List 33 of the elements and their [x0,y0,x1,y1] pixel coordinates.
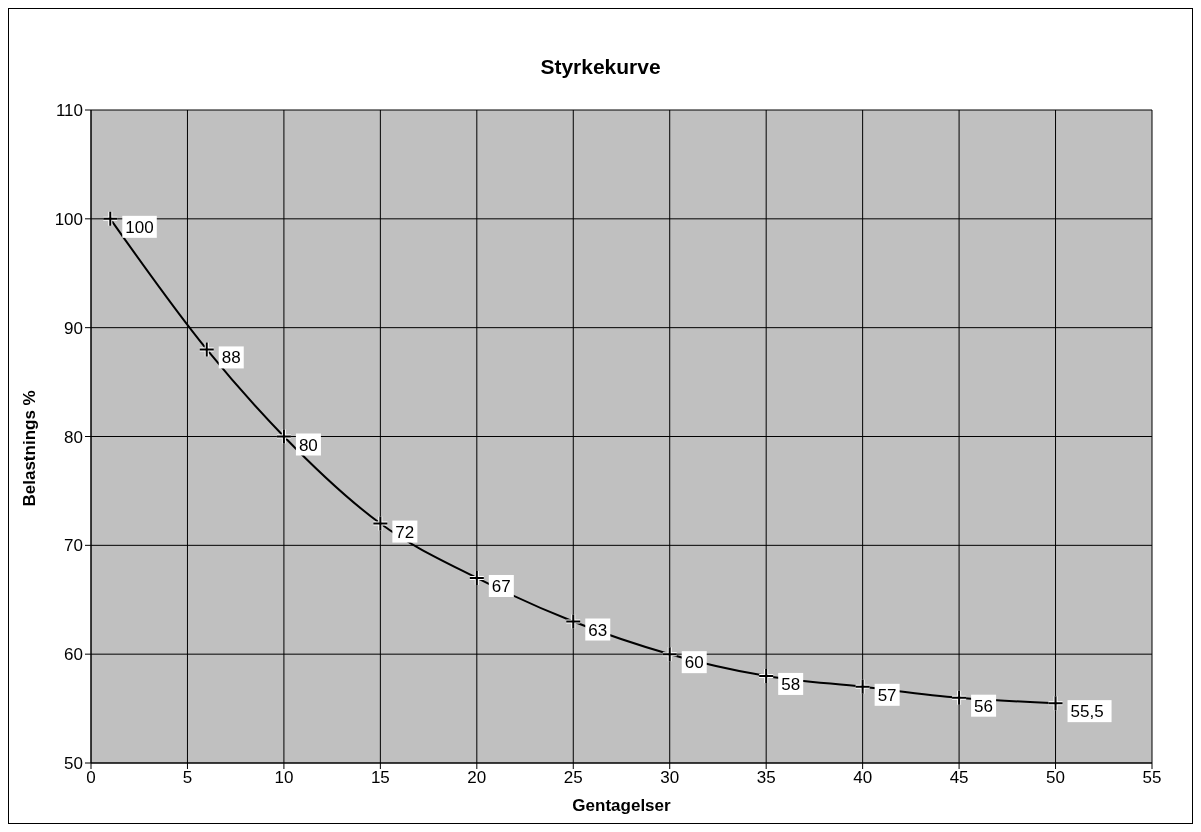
data-label: 58 [781,674,801,694]
y-tick-label: 70 [64,536,83,556]
x-tick-label: 55 [1142,768,1162,788]
x-tick-label: 45 [949,768,969,788]
y-tick-label: 110 [55,101,83,121]
y-tick-label: 50 [64,754,83,774]
x-tick-label: 5 [182,768,193,788]
x-tick-label: 50 [1046,768,1066,788]
x-tick-label: 10 [274,768,294,788]
data-label: 56 [974,696,994,716]
data-label: 63 [588,620,608,640]
y-tick-label: 80 [64,427,83,447]
x-tick-label: 15 [370,768,390,788]
x-tick-label: 40 [853,768,873,788]
x-tick-label: 0 [86,768,96,788]
data-label: 72 [395,522,415,542]
y-axis-title: Belastnings % [20,390,40,507]
chart-title: Styrkekurve [539,55,662,79]
x-axis-title: Gentagelser [572,796,672,815]
y-tick-label: 60 [64,645,83,665]
data-label: 100 [125,217,154,237]
data-label: 57 [877,685,897,705]
data-label: 67 [491,576,511,596]
data-label: 80 [298,435,318,455]
x-tick-label: 25 [563,768,583,788]
data-label: 55,5 [1070,702,1104,722]
x-tick-label: 20 [467,768,487,788]
data-label: 88 [221,348,241,368]
x-tick-label: 30 [660,768,680,788]
y-tick-label: 100 [54,209,83,229]
y-tick-label: 90 [64,318,83,338]
x-tick-label: 35 [756,768,776,788]
data-label: 60 [684,653,704,673]
